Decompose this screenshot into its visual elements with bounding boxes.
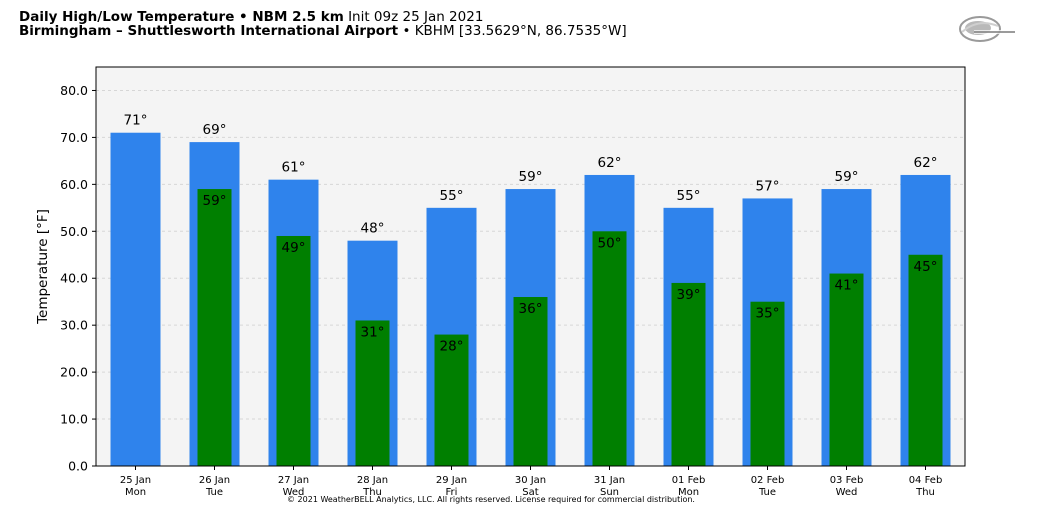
low-label: 41° <box>835 278 859 294</box>
y-axis-label: Temperature [°F] <box>35 209 51 325</box>
x-tick-day: Wed <box>836 487 858 498</box>
x-tick-day: Wed <box>283 487 305 498</box>
title-init: Init 09z 25 Jan 2021 <box>348 9 484 25</box>
x-tick-day: Fri <box>446 487 458 498</box>
x-tick-day: Mon <box>678 487 699 498</box>
low-bar <box>908 254 943 466</box>
y-tick-label: 60.0 <box>60 177 88 192</box>
low-label: 39° <box>677 287 701 303</box>
weatherbell-logo-icon <box>959 16 1015 42</box>
x-tick-date: 31 Jan <box>594 475 625 486</box>
x-tick-date: 01 Feb <box>672 475 706 486</box>
low-bar <box>276 235 311 466</box>
location-details: • KBHM [33.5629°N, 86.7535°W] <box>402 23 627 39</box>
title-main: Daily High/Low Temperature • NBM 2.5 km <box>19 9 344 25</box>
low-label: 59° <box>203 193 227 209</box>
x-tick-day: Thu <box>915 487 935 498</box>
low-bar <box>671 282 706 466</box>
low-label: 45° <box>914 259 938 275</box>
high-label: 69° <box>203 122 227 138</box>
x-tick-day: Tue <box>205 487 223 498</box>
x-tick-date: 02 Feb <box>751 475 785 486</box>
y-tick-label: 20.0 <box>60 365 88 380</box>
x-tick-day: Tue <box>758 487 776 498</box>
x-tick-day: Sat <box>522 487 538 498</box>
high-label: 57° <box>756 178 780 194</box>
y-tick-label: 70.0 <box>60 130 88 145</box>
low-label: 36° <box>519 301 543 317</box>
location-name: Birmingham – Shuttlesworth International… <box>19 23 399 39</box>
high-label: 62° <box>914 155 938 171</box>
low-bar <box>434 334 469 466</box>
x-tick-day: Sun <box>600 487 619 498</box>
x-tick-day: Thu <box>362 487 382 498</box>
high-label: 59° <box>519 169 543 185</box>
x-tick-date: 04 Feb <box>909 475 943 486</box>
x-tick-day: Mon <box>125 487 146 498</box>
y-tick-label: 40.0 <box>60 271 88 286</box>
x-tick-date: 26 Jan <box>199 475 230 486</box>
x-tick-date: 27 Jan <box>278 475 309 486</box>
high-label: 71° <box>124 113 148 129</box>
y-tick-label: 30.0 <box>60 318 88 333</box>
low-label: 50° <box>598 235 622 251</box>
low-bar <box>592 231 627 466</box>
y-tick-label: 80.0 <box>60 83 88 98</box>
high-label: 48° <box>361 221 385 237</box>
low-bar <box>513 297 548 466</box>
x-tick-date: 25 Jan <box>120 475 151 486</box>
chart-title: Daily High/Low Temperature • NBM 2.5 km … <box>19 9 483 25</box>
high-label: 55° <box>440 188 464 204</box>
low-label: 49° <box>282 240 306 256</box>
y-tick-label: 10.0 <box>60 412 88 427</box>
high-bar <box>110 132 161 466</box>
copyright-notice: © 2021 WeatherBELL Analytics, LLC. All r… <box>287 495 695 504</box>
low-bar <box>829 273 864 466</box>
y-tick-label: 0.0 <box>68 459 88 474</box>
x-tick-date: 29 Jan <box>436 475 467 486</box>
y-tick-label: 50.0 <box>60 224 88 239</box>
high-label: 55° <box>677 188 701 204</box>
high-label: 62° <box>598 155 622 171</box>
low-bar <box>355 320 390 466</box>
low-label: 31° <box>361 324 385 340</box>
high-label: 59° <box>835 169 859 185</box>
x-tick-date: 30 Jan <box>515 475 546 486</box>
low-bar <box>750 301 785 466</box>
x-tick-date: 28 Jan <box>357 475 388 486</box>
low-bar <box>197 189 232 466</box>
x-tick-date: 03 Feb <box>830 475 864 486</box>
chart-subtitle: Birmingham – Shuttlesworth International… <box>19 23 627 39</box>
low-label: 28° <box>440 339 464 355</box>
low-label: 35° <box>756 306 780 322</box>
high-label: 61° <box>282 160 306 176</box>
